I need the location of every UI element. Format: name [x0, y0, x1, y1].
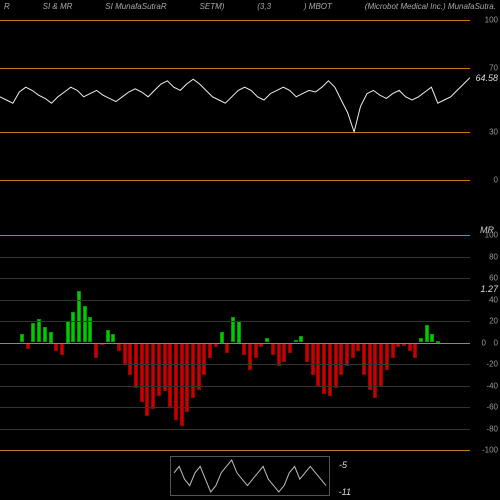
mr-bar	[208, 343, 212, 358]
mr-tick-label: 40	[489, 295, 498, 304]
mr-tick-label: 60	[489, 274, 498, 283]
mr-bar	[345, 343, 349, 367]
mr-bar	[220, 332, 224, 343]
mr-bar	[339, 343, 343, 375]
mr-bar	[117, 343, 121, 352]
mr-bar	[60, 343, 64, 356]
chart-header: R SI & MR SI MunafaSutraR SETM) (3,3 ) M…	[0, 0, 500, 13]
mr-bar	[37, 319, 41, 343]
mr-bar	[111, 334, 115, 343]
rsi-tick-label: 0	[494, 176, 498, 185]
mini-top-label: -5	[339, 460, 347, 470]
mr-tick-label: 20	[489, 317, 498, 326]
mr-bar	[83, 306, 87, 343]
mr-bar	[106, 330, 110, 343]
mr-bar	[197, 343, 201, 390]
mr-bar	[237, 321, 241, 343]
mini-chart: -5 -11	[170, 456, 330, 496]
mr-bar	[242, 343, 246, 356]
mr-bar	[282, 343, 286, 362]
mr-tick-label: 80	[489, 252, 498, 261]
mr-bar	[356, 343, 360, 352]
mr-bar	[54, 343, 58, 352]
hdr-1: SI & MR	[43, 2, 73, 11]
rsi-tick-label: 30	[489, 128, 498, 137]
mr-bar	[248, 343, 252, 371]
mr-bar	[225, 343, 229, 354]
mr-bar	[180, 343, 184, 427]
mr-bar	[277, 343, 281, 367]
mr-bar	[20, 334, 24, 343]
rsi-tick-label: 70	[489, 64, 498, 73]
mr-bar	[49, 332, 53, 343]
rsi-line	[0, 20, 470, 180]
mr-bar	[408, 343, 412, 352]
mr-bar	[328, 343, 332, 397]
hdr-2: SI MunafaSutraR	[105, 2, 166, 11]
mini-bot-label: -11	[339, 487, 351, 497]
mr-bar	[334, 343, 338, 388]
mr-bar	[385, 343, 389, 371]
mr-bar	[163, 343, 167, 391]
mr-bar	[368, 343, 372, 390]
mr-bar	[66, 321, 70, 343]
hdr-3: SETM)	[200, 2, 225, 11]
mr-tick-label: 0	[494, 338, 498, 347]
mr-tick-label: -40	[486, 381, 498, 390]
mr-zero-extra: 0	[482, 338, 486, 347]
hdr-5: ) MBOT	[304, 2, 332, 11]
rsi-latest-value: 64.58	[475, 73, 498, 83]
mr-bar	[94, 343, 98, 358]
mr-bar	[311, 343, 315, 375]
hdr-4: (3,3	[257, 2, 271, 11]
mr-bar	[425, 325, 429, 342]
mr-bar	[43, 327, 47, 342]
mr-bar	[373, 343, 377, 399]
mr-tick-label: -100	[482, 446, 498, 455]
mr-bar	[362, 343, 366, 375]
mr-bar	[271, 343, 275, 356]
mr-bar	[305, 343, 309, 362]
hdr-0: R	[4, 2, 10, 11]
mr-tick-label: 100	[485, 231, 498, 240]
mr-tick-label: -20	[486, 360, 498, 369]
mr-bar	[174, 343, 178, 420]
mr-bar	[151, 343, 155, 410]
mr-bar	[123, 343, 127, 365]
mr-bar	[71, 312, 75, 342]
mr-bar	[351, 343, 355, 358]
rsi-chart: 0307010064.58	[0, 20, 500, 180]
mr-bar	[31, 323, 35, 342]
mr-bar	[185, 343, 189, 413]
mr-bar	[128, 343, 132, 375]
rsi-tick-label: 100	[485, 16, 498, 25]
mr-bar	[202, 343, 206, 375]
mr-latest-value: 1.27	[480, 284, 498, 294]
mr-bar	[391, 343, 395, 358]
mr-bar	[145, 343, 149, 416]
mr-bar	[430, 334, 434, 343]
mr-bar	[288, 343, 292, 354]
mr-bar	[413, 343, 417, 358]
mr-bar	[168, 343, 172, 408]
mr-bar	[254, 343, 258, 358]
mr-tick-label: -60	[486, 403, 498, 412]
mr-bar	[157, 343, 161, 397]
mr-chart: MR-100-80-60-40-200204060801001.270	[0, 235, 500, 450]
mr-tick-label: -80	[486, 424, 498, 433]
mr-bar	[134, 343, 138, 388]
mini-line	[171, 457, 329, 495]
hdr-6: (Microbot Medical Inc.) MunafaSutra.	[365, 2, 496, 11]
mr-bar	[191, 343, 195, 399]
mr-bar	[140, 343, 144, 402]
